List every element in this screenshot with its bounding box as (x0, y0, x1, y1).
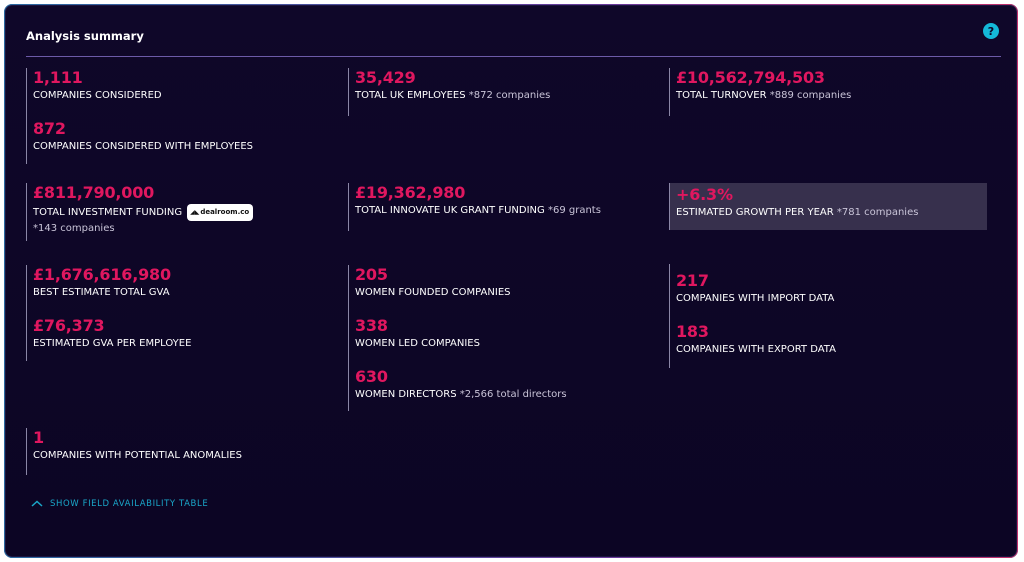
stat-employees: 35,429 TOTAL UK EMPLOYEES *872 companies (348, 68, 550, 116)
gva-total-label: BEST ESTIMATE TOTAL GVA (33, 287, 170, 298)
grant-note: *69 grants (547, 205, 601, 216)
gva-per-employee-value: £76,373 (33, 316, 105, 335)
stat-group-women: 205 WOMEN FOUNDED COMPANIES 338 WOMEN LE… (348, 265, 567, 411)
companies-with-employees-value: 872 (33, 119, 66, 138)
employees-value: 35,429 (355, 68, 416, 87)
gva-per-employee-label: ESTIMATED GVA PER EMPLOYEE (33, 338, 192, 349)
dealroom-badge[interactable]: ◢◣dealroom.co (187, 204, 254, 221)
import-value: 217 (676, 271, 709, 290)
card-title: Analysis summary (26, 29, 144, 43)
grant-value: £19,362,980 (355, 183, 466, 202)
women-founded-value: 205 (355, 265, 388, 284)
women-directors-label: WOMEN DIRECTORS (355, 389, 457, 400)
stat-group-trade: 217 COMPANIES WITH IMPORT DATA 183 COMPA… (669, 264, 836, 368)
stat-growth: +6.3% ESTIMATED GROWTH PER YEAR *781 com… (669, 183, 987, 230)
stat-anomalies: 1 COMPANIES WITH POTENTIAL ANOMALIES (26, 428, 242, 475)
turnover-label: TOTAL TURNOVER (676, 90, 767, 101)
anomalies-value: 1 (33, 428, 44, 447)
women-led-label: WOMEN LED COMPANIES (355, 338, 480, 349)
stat-investment: £811,790,000 TOTAL INVESTMENT FUNDING ◢◣d… (26, 183, 254, 241)
grant-label: TOTAL INNOVATE UK GRANT FUNDING (355, 205, 545, 216)
stat-grant: £19,362,980 TOTAL INNOVATE UK GRANT FUND… (348, 183, 601, 231)
employees-note: *872 companies (468, 90, 551, 101)
growth-note: *781 companies (836, 207, 919, 218)
dealroom-logo-icon: ◢◣ (190, 209, 200, 216)
stat-group-companies: 1,111 COMPANIES CONSIDERED 872 COMPANIES… (26, 68, 253, 164)
toggle-label: SHOW FIELD AVAILABILITY TABLE (50, 499, 209, 509)
analysis-summary-card: Analysis summary ? 1,111 COMPANIES CONSI… (4, 4, 1018, 558)
companies-considered-label: COMPANIES CONSIDERED (33, 90, 162, 101)
chevron-up-icon (31, 500, 43, 507)
anomalies-label: COMPANIES WITH POTENTIAL ANOMALIES (33, 450, 242, 461)
stat-group-gva: £1,676,616,980 BEST ESTIMATE TOTAL GVA £… (26, 265, 191, 361)
companies-considered-value: 1,111 (33, 68, 83, 87)
investment-label: TOTAL INVESTMENT FUNDING (33, 207, 183, 218)
women-led-value: 338 (355, 316, 388, 335)
investment-note: *143 companies (33, 223, 115, 234)
companies-with-employees-label: COMPANIES CONSIDERED WITH EMPLOYEES (33, 141, 254, 152)
question-icon[interactable]: ? (983, 23, 999, 39)
divider (26, 56, 1001, 57)
turnover-note: *889 companies (769, 90, 852, 101)
import-label: COMPANIES WITH IMPORT DATA (676, 293, 835, 304)
show-field-availability-toggle[interactable]: SHOW FIELD AVAILABILITY TABLE (30, 499, 208, 509)
employees-label: TOTAL UK EMPLOYEES (355, 90, 466, 101)
export-label: COMPANIES WITH EXPORT DATA (676, 344, 836, 355)
women-directors-note: *2,566 total directors (459, 389, 567, 400)
growth-value: +6.3% (676, 185, 733, 204)
growth-label: ESTIMATED GROWTH PER YEAR (676, 207, 834, 218)
export-value: 183 (676, 322, 709, 341)
stat-turnover: £10,562,794,503 TOTAL TURNOVER *889 comp… (669, 68, 851, 116)
investment-value: £811,790,000 (33, 183, 155, 202)
turnover-value: £10,562,794,503 (676, 68, 825, 87)
women-directors-value: 630 (355, 367, 388, 386)
women-founded-label: WOMEN FOUNDED COMPANIES (355, 287, 511, 298)
gva-total-value: £1,676,616,980 (33, 265, 171, 284)
